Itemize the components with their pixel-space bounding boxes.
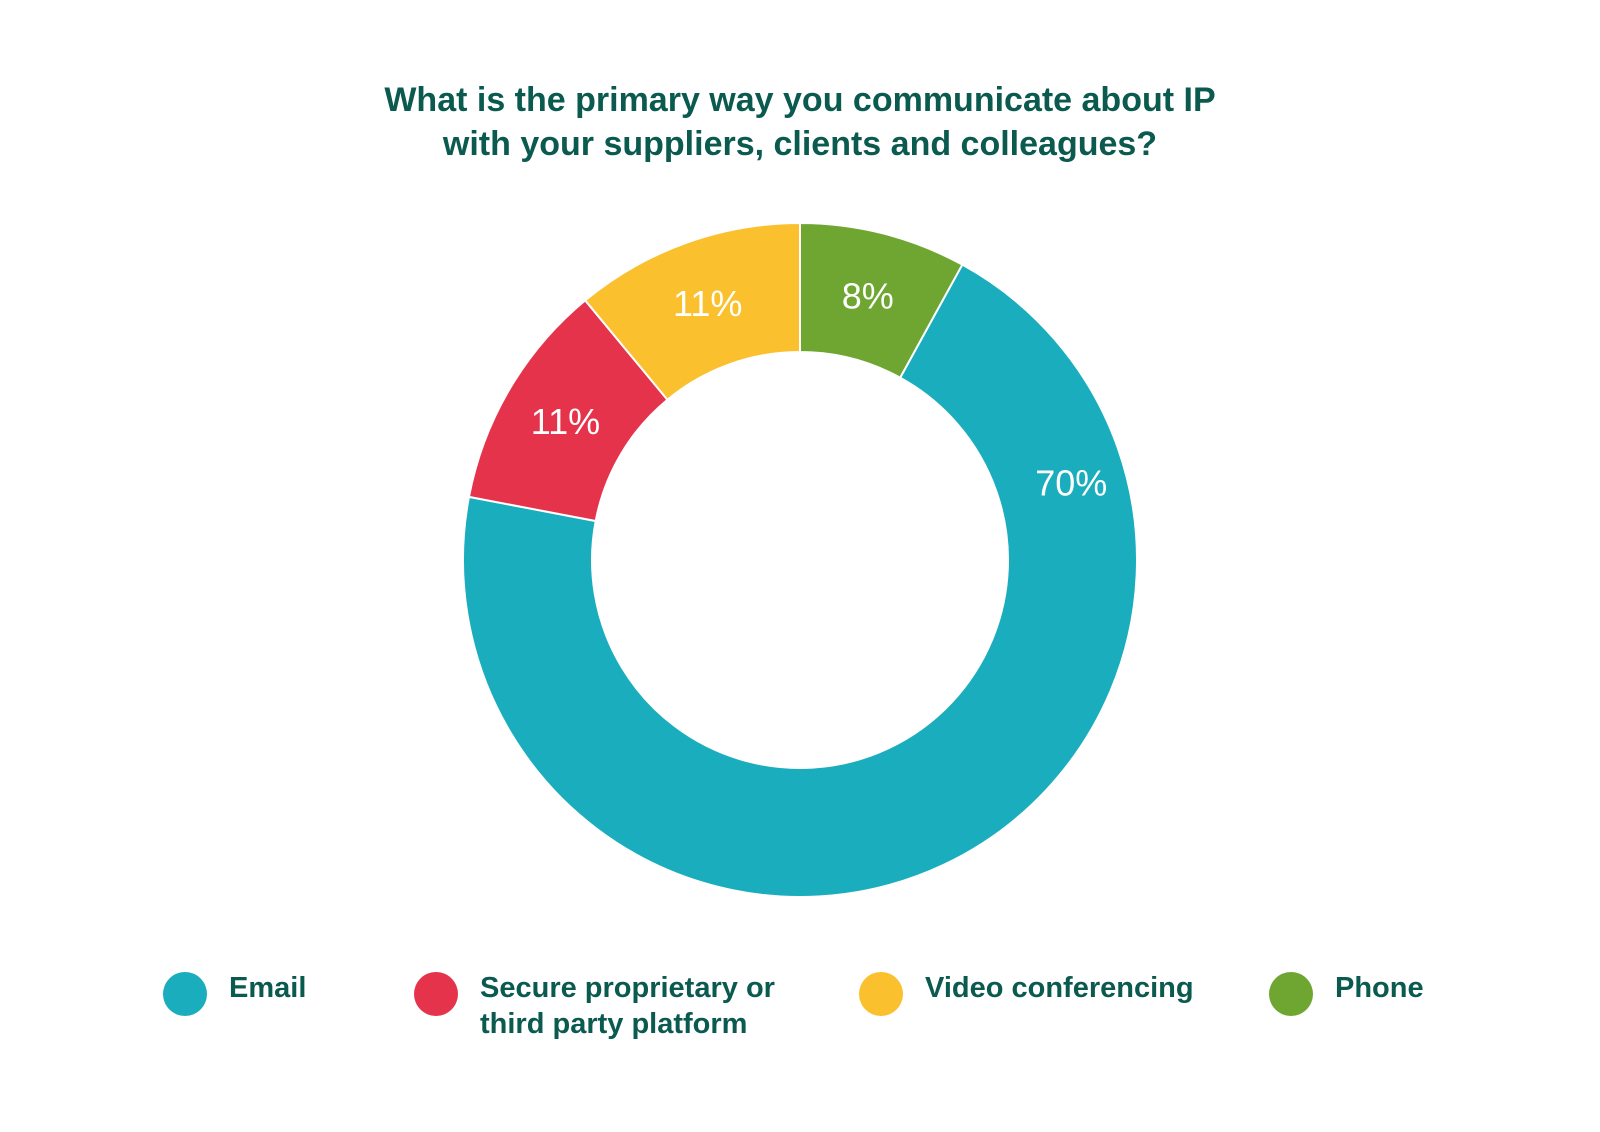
- donut-slice-video-conferencing: [583, 221, 801, 402]
- slice-label-secure-platform: 11%: [531, 401, 600, 442]
- slice-label-email: 70%: [1035, 463, 1107, 504]
- slice-label-phone: 8%: [842, 276, 894, 317]
- donut-slice-labels: 8% 70% 11% 11%: [531, 276, 1108, 504]
- chart-title: What is the primary way you communicate …: [0, 78, 1600, 166]
- donut-slices: [462, 221, 1138, 898]
- slice-label-video-conferencing: 11%: [673, 283, 742, 324]
- chart-title-line-2: with your suppliers, clients and colleag…: [442, 125, 1158, 163]
- chart-title-line-1: What is the primary way you communicate …: [384, 81, 1216, 119]
- donut-slice-email: [462, 263, 1138, 898]
